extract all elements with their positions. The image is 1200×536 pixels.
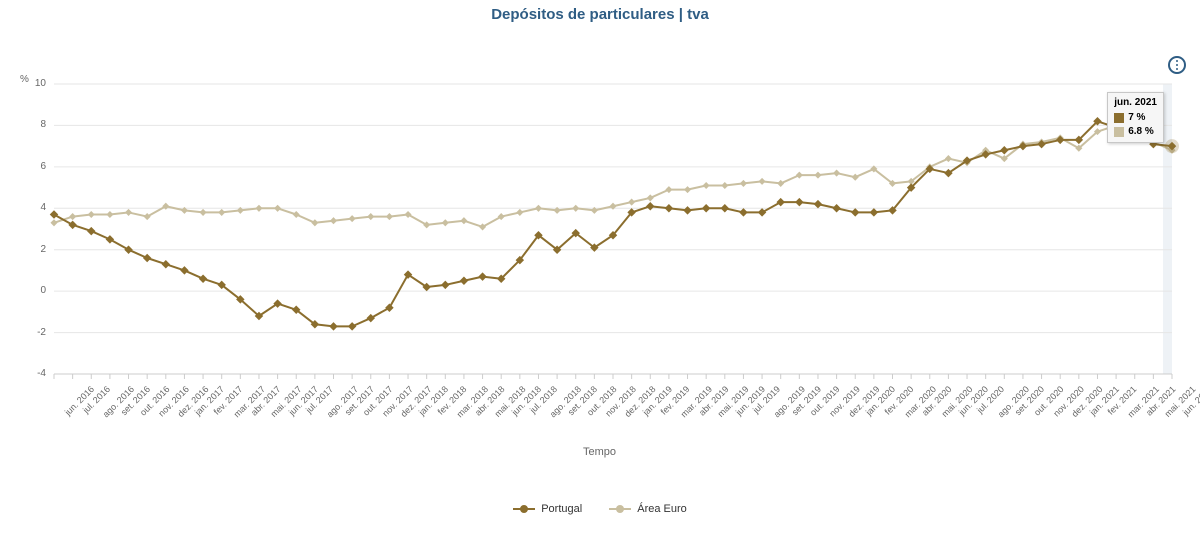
legend-item-area-euro[interactable]: Área Euro [609, 503, 687, 515]
y-tick-label: 10 [14, 78, 46, 89]
tooltip-row: 6.8 % [1114, 125, 1157, 139]
y-tick-label: 4 [14, 202, 46, 213]
legend-swatch [513, 503, 535, 515]
legend-item-portugal[interactable]: Portugal [513, 503, 582, 515]
y-tick-label: -4 [14, 368, 46, 379]
y-tick-label: 6 [14, 161, 46, 172]
y-tick-label: 2 [14, 244, 46, 255]
legend-swatch [609, 503, 631, 515]
legend-label: Área Euro [637, 503, 687, 515]
chart-legend: Portugal Área Euro [0, 503, 1200, 518]
y-tick-label: -2 [14, 327, 46, 338]
chart-area: % -4-20246810 jun. 2016jul. 2016ago. 201… [0, 60, 1200, 520]
chart-tooltip: jun. 2021 7 % 6.8 % [1107, 92, 1164, 143]
tooltip-value: 7 % [1128, 111, 1145, 125]
y-tick-label: 0 [14, 285, 46, 296]
x-axis-title: Tempo [583, 446, 616, 458]
tooltip-swatch [1114, 127, 1124, 137]
tooltip-title: jun. 2021 [1114, 96, 1157, 110]
chart-title: Depósitos de particulares | tva [0, 0, 1200, 28]
tooltip-value: 6.8 % [1128, 125, 1154, 139]
tooltip-swatch [1114, 113, 1124, 123]
y-tick-label: 8 [14, 119, 46, 130]
legend-label: Portugal [541, 503, 582, 515]
tooltip-row: 7 % [1114, 111, 1157, 125]
